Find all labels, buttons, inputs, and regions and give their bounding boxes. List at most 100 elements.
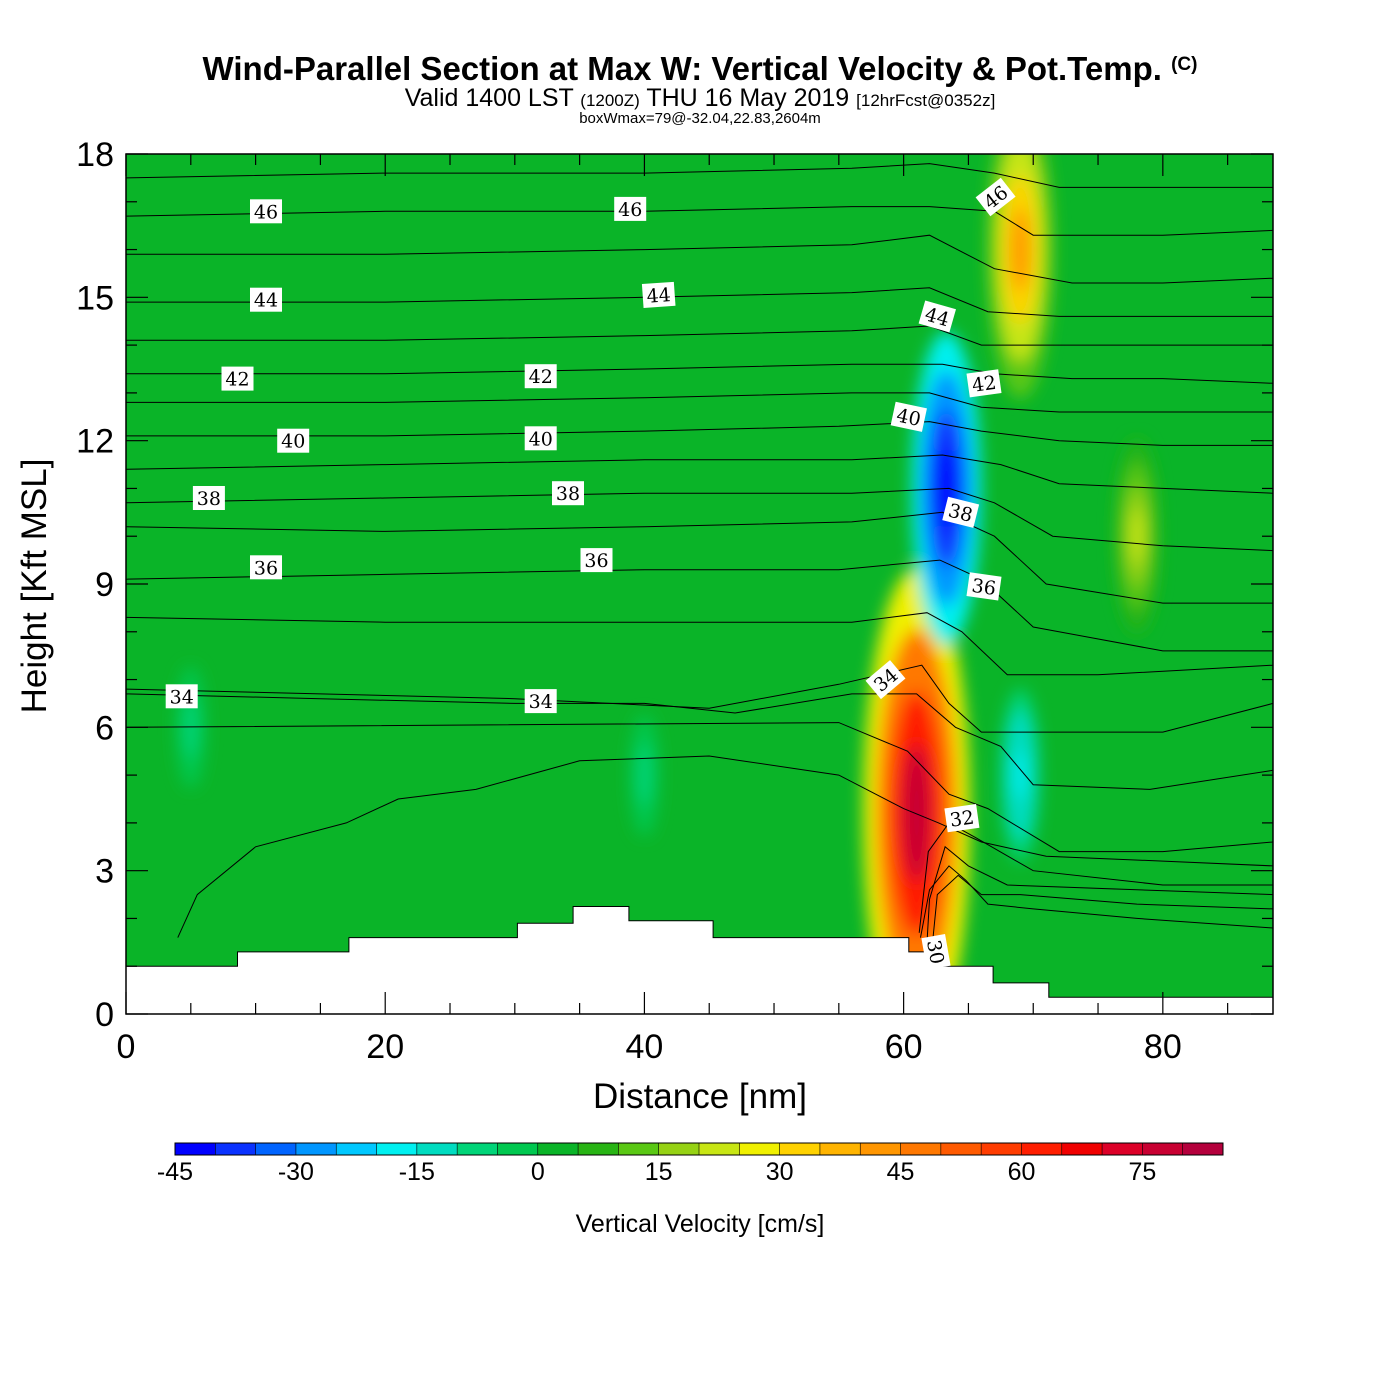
- theta-label-text: 34: [529, 691, 553, 713]
- w-extremum-3-ring-3: [1130, 509, 1144, 564]
- theta-label-text: 40: [281, 431, 305, 453]
- colorbar-swatch-3: [295, 1143, 337, 1155]
- colorbar-swatch-20: [981, 1143, 1022, 1155]
- theta-label-bg: [975, 177, 1016, 217]
- subtitle-date: THU 16 May 2019: [646, 84, 850, 112]
- theta-label-text: 36: [584, 550, 608, 572]
- terrain: [126, 906, 1273, 1014]
- colorbar-swatch-2: [255, 1143, 297, 1155]
- theta-contour-32.5: [126, 722, 1273, 853]
- theta-label-bg: [524, 364, 557, 389]
- title-main: Wind-Parallel Section at Max W: Vertical…: [202, 50, 1162, 87]
- theta-label-text: 40: [529, 428, 553, 450]
- colorbar-tick-label: 45: [887, 1158, 915, 1186]
- theta-label-11: 40: [890, 401, 927, 432]
- w-extremum-6-ring-3: [640, 758, 649, 793]
- theta-label-text: 38: [197, 488, 221, 510]
- colorbar-tick-label: -15: [399, 1158, 435, 1186]
- y-axis-title: Height [Kft MSL]: [15, 459, 54, 714]
- colorbar-swatch-10: [578, 1143, 619, 1155]
- theta-label-bg: [524, 689, 557, 714]
- theta-label-text: 42: [529, 366, 553, 388]
- colorbar-swatch-19: [940, 1143, 982, 1155]
- x-tick-label: 0: [117, 1028, 136, 1066]
- colorbar-title: Vertical Velocity [cm/s]: [576, 1210, 825, 1238]
- theta-label-bg: [580, 548, 613, 573]
- x-tick-label: 40: [626, 1028, 664, 1066]
- colorbar: -45 -30 -15 0 15 30 45 60 75: [157, 1142, 1224, 1186]
- theta-label-bg: [552, 481, 584, 506]
- terrain-mask: [126, 906, 1273, 1014]
- theta-label-text: 46: [618, 199, 642, 221]
- theta-label-bg: [865, 660, 906, 700]
- theta-label-bg: [921, 934, 951, 970]
- theta-label-22: 30: [921, 934, 951, 970]
- theta-label-bg: [524, 426, 557, 451]
- theta-contour-44: [126, 287, 1273, 317]
- subtitle-utc: (1200Z): [580, 91, 640, 110]
- theta-label-text: 36: [970, 575, 997, 600]
- colorbar-swatch-4: [336, 1143, 378, 1155]
- theta-contour-30.5: [931, 874, 1273, 948]
- theta-label-13: 38: [552, 481, 584, 506]
- colorbar-swatch-25: [1182, 1143, 1224, 1155]
- colorbar-tick-label: 0: [531, 1158, 545, 1186]
- theta-label-bg: [277, 428, 310, 453]
- colorbar-swatch-1: [215, 1143, 257, 1155]
- colorbar-tick-label: 15: [645, 1158, 673, 1186]
- theta-label-19: 34: [524, 689, 557, 714]
- colorbar-tick-label: 30: [766, 1158, 794, 1186]
- theta-label-17: 36: [966, 572, 1002, 601]
- theta-contour-34: [126, 664, 1273, 733]
- y-tick-label: 0: [95, 996, 114, 1034]
- theta-label-text: 44: [254, 290, 278, 312]
- theta-label-4: 44: [641, 281, 676, 308]
- theta-label-bg: [890, 401, 927, 432]
- theta-label-bg: [944, 803, 980, 833]
- theta-label-bg: [966, 369, 1002, 398]
- y-tick-label: 9: [95, 566, 114, 604]
- colorbar-swatch-24: [1142, 1143, 1184, 1155]
- chart-box-info: boxWmax=79@-32.04,22.83,2604m: [579, 110, 821, 127]
- theta-contour-35: [126, 612, 1273, 676]
- theta-contour-46: [126, 206, 1273, 236]
- colorbar-swatch-22: [1061, 1143, 1103, 1155]
- theta-label-bg: [250, 555, 282, 580]
- x-tick-label: 20: [366, 1028, 404, 1066]
- theta-label-bg: [966, 572, 1002, 601]
- theta-contour-45: [126, 234, 1273, 284]
- colorbar-swatch-17: [860, 1143, 902, 1155]
- chart-subtitle: Valid 1400 LST (1200Z) THU 16 May 2019 […: [0, 84, 1400, 113]
- colorbar-swatch-14: [739, 1143, 781, 1155]
- theta-contour-37: [126, 511, 1273, 604]
- theta-label-21: 32: [944, 803, 980, 833]
- theta-label-text: 44: [646, 284, 672, 308]
- theta-label-text: 34: [170, 686, 194, 708]
- theta-label-9: 40: [277, 428, 310, 453]
- theta-label-text: 40: [894, 405, 922, 432]
- y-tick-label: 18: [76, 136, 114, 174]
- theta-label-10: 40: [524, 426, 557, 451]
- y-tick-label: 12: [76, 423, 114, 461]
- theta-contour-39: [126, 454, 1273, 494]
- y-tick-label: 3: [95, 853, 114, 891]
- subtitle-valid: Valid 1400 LST: [404, 84, 574, 112]
- theta-label-text: 42: [971, 372, 998, 397]
- theta-label-15: 36: [250, 555, 282, 580]
- theta-label-bg: [641, 281, 676, 308]
- theta-label-16: 36: [580, 548, 613, 573]
- chart-title: Wind-Parallel Section at Max W: Vertical…: [0, 50, 1400, 88]
- y-tick-label: 15: [76, 279, 114, 317]
- theta-label-0: 46: [250, 199, 282, 224]
- colorbar-swatch-13: [699, 1143, 740, 1155]
- theta-label-bg: [192, 486, 225, 510]
- colorbar-swatch-6: [416, 1143, 458, 1155]
- colorbar-swatch-7: [457, 1143, 498, 1155]
- theta-label-bg: [221, 366, 254, 391]
- theta-label-bg: [165, 684, 198, 709]
- colorbar-swatch-23: [1102, 1143, 1143, 1155]
- theta-label-text: 30: [922, 938, 948, 966]
- colorbar-swatch-16: [819, 1143, 861, 1155]
